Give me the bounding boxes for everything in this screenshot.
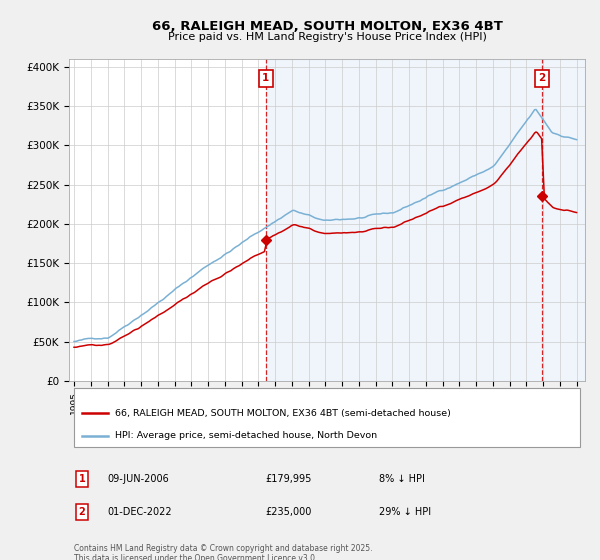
Text: 8% ↓ HPI: 8% ↓ HPI (379, 474, 424, 484)
Text: Contains HM Land Registry data © Crown copyright and database right 2025.
This d: Contains HM Land Registry data © Crown c… (74, 544, 373, 560)
Text: 1: 1 (79, 474, 85, 484)
Text: 66, RALEIGH MEAD, SOUTH MOLTON, EX36 4BT (semi-detached house): 66, RALEIGH MEAD, SOUTH MOLTON, EX36 4BT… (115, 409, 451, 418)
Text: 29% ↓ HPI: 29% ↓ HPI (379, 507, 431, 517)
Text: £179,995: £179,995 (265, 474, 311, 484)
Text: 2: 2 (79, 507, 85, 517)
Text: 66, RALEIGH MEAD, SOUTH MOLTON, EX36 4BT: 66, RALEIGH MEAD, SOUTH MOLTON, EX36 4BT (152, 20, 502, 32)
Text: £235,000: £235,000 (265, 507, 311, 517)
Text: 1: 1 (262, 73, 269, 83)
Text: Price paid vs. HM Land Registry's House Price Index (HPI): Price paid vs. HM Land Registry's House … (167, 32, 487, 42)
Text: HPI: Average price, semi-detached house, North Devon: HPI: Average price, semi-detached house,… (115, 431, 377, 440)
Text: 01-DEC-2022: 01-DEC-2022 (108, 507, 172, 517)
Bar (266, 59, 585, 381)
Text: 2: 2 (538, 73, 545, 83)
Text: 09-JUN-2006: 09-JUN-2006 (108, 474, 169, 484)
FancyBboxPatch shape (74, 388, 580, 447)
